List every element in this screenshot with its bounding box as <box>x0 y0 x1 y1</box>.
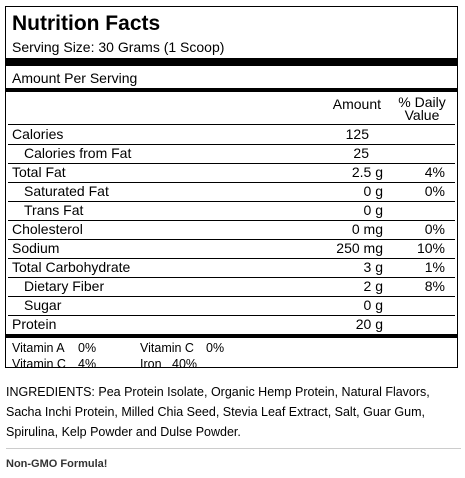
daily-value: 1% <box>424 259 445 275</box>
ingredients: INGREDIENTS: Pea Protein Isolate, Organi… <box>6 385 430 439</box>
rule <box>8 201 455 202</box>
nutrient-amount: 25 <box>353 145 369 161</box>
daily-value: 8% <box>424 278 445 294</box>
daily-value: 10% <box>416 240 445 256</box>
rule <box>8 144 455 145</box>
vitamin-name: Iron <box>140 357 162 371</box>
rule <box>8 182 455 183</box>
rule <box>8 220 455 221</box>
amount-header: Amount <box>332 96 381 112</box>
thick-bar <box>6 88 457 92</box>
vitamin-value: 40% <box>172 357 198 371</box>
note: Non-GMO Formula! <box>6 458 108 470</box>
thick-bar <box>6 334 457 338</box>
nutrient-amount: 250 mg <box>336 240 383 256</box>
nutrient-name: Sugar <box>24 297 62 313</box>
nutrient-name: Total Fat <box>12 164 66 180</box>
thick-bar <box>6 58 457 66</box>
vitamin-name: Vitamin C <box>140 341 194 355</box>
nutrient-amount: 125 <box>345 126 369 142</box>
daily-value: 0% <box>424 183 445 199</box>
rule <box>8 239 455 240</box>
nutrient-amount: 0 g <box>363 202 383 218</box>
nutrient-name: Trans Fat <box>24 202 84 218</box>
nutrient-amount: 20 g <box>355 316 383 332</box>
nutrient-name: Protein <box>12 316 57 332</box>
label-box <box>5 6 458 368</box>
rule <box>8 258 455 259</box>
nutrient-amount: 2.5 g <box>351 164 383 180</box>
rule <box>8 296 455 297</box>
rule <box>8 163 455 164</box>
nutrient-name: Calories <box>12 126 64 142</box>
nutrient-amount: 0 g <box>363 297 383 313</box>
rule <box>8 277 455 278</box>
rule <box>8 124 455 125</box>
daily-value-header: % Daily Value <box>398 94 446 123</box>
daily-value: 0% <box>424 221 445 237</box>
nutrient-name: Total Carbohydrate <box>12 259 131 275</box>
nutrient-name: Calories from Fat <box>24 145 132 161</box>
separator <box>6 448 461 449</box>
vitamin-value: 0% <box>78 341 97 355</box>
nutrient-amount: 0 mg <box>351 221 383 237</box>
nutrient-name: Sodium <box>12 240 60 256</box>
nutrient-amount: 0 g <box>363 183 383 199</box>
rule <box>8 315 455 316</box>
nutrient-name: Saturated Fat <box>24 183 109 199</box>
amount-per-serving: Amount Per Serving <box>12 70 138 86</box>
title: Nutrition Facts <box>12 12 161 35</box>
nutrient-name: Cholesterol <box>12 221 83 237</box>
serving-size: Serving Size: 30 Grams (1 Scoop) <box>12 39 225 55</box>
nutrient-name: Dietary Fiber <box>24 278 105 294</box>
vitamin-value: 0% <box>206 341 225 355</box>
nutrient-amount: 2 g <box>363 278 383 294</box>
vitamin-value: 4% <box>78 357 97 371</box>
vitamin-name: Vitamin A <box>12 341 65 355</box>
daily-value: 4% <box>424 164 445 180</box>
nutrient-amount: 3 g <box>363 259 383 275</box>
vitamin-name: Vitamin C <box>12 357 66 371</box>
